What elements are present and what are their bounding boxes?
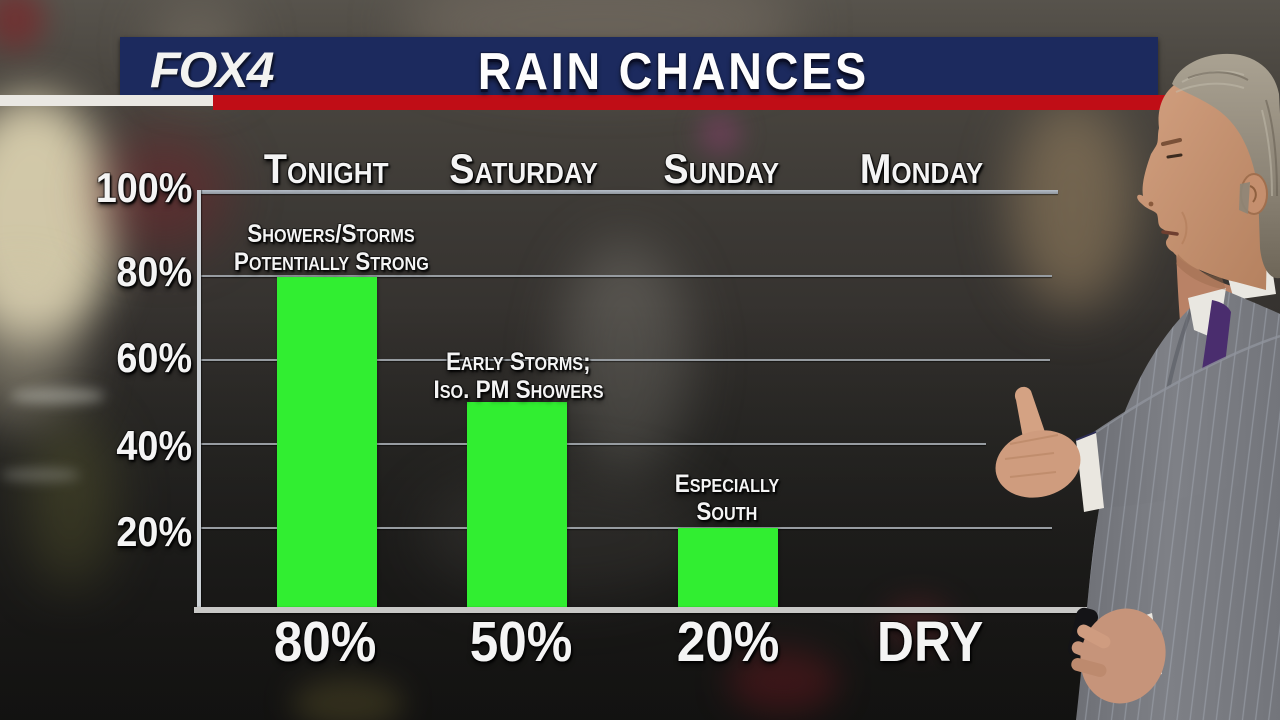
value-text: 80% [273, 610, 377, 674]
day-label-text: Tonight [263, 145, 389, 192]
day-label-text: Monday [860, 145, 984, 192]
presenter-arm [1075, 334, 1280, 512]
presenter-hand-clicker [1067, 607, 1166, 704]
annotation-line: Early Storms; [358, 348, 678, 376]
value-label-monday: DRY [810, 611, 1050, 673]
value-label-saturday: 50% [401, 611, 641, 673]
annotation-text: Showers/Storms [247, 220, 415, 248]
y-tick-label: 60% [116, 334, 192, 381]
bokeh-blob [0, 468, 80, 482]
value-text: 20% [676, 610, 780, 674]
x-axis-baseline [194, 607, 1146, 613]
gridline-60 [200, 359, 1050, 361]
gridline-100 [200, 190, 1058, 194]
annotation-line: Potentially Strong [171, 248, 491, 276]
annotation-line: Iso. PM Showers [358, 376, 678, 404]
bokeh-blob [292, 678, 404, 720]
annotation-line: Showers/Storms [171, 220, 491, 248]
value-text: DRY [876, 610, 984, 674]
y-tick-label: 80% [116, 248, 192, 295]
value-label-tonight: 80% [205, 611, 445, 673]
header-stripe-white [0, 95, 213, 106]
bokeh-blob [28, 420, 113, 590]
bokeh-blob [882, 598, 954, 648]
gridline-20 [200, 527, 1052, 529]
annotation-line: Especially [567, 470, 887, 498]
header-bar [120, 37, 1158, 95]
annotation-text: South [696, 498, 758, 526]
value-text: 50% [469, 610, 573, 674]
gridline-40 [200, 443, 986, 445]
annotation-saturday: Early Storms; Iso. PM Showers [358, 348, 678, 404]
page-title-text: RAIN CHANCES [477, 43, 869, 101]
y-axis-line [197, 190, 201, 613]
day-label-tonight: Tonight [176, 146, 476, 192]
bokeh-blob [10, 388, 105, 404]
weather-presenter [995, 53, 1280, 720]
y-tick-80: 80% [62, 250, 192, 294]
y-tick-label: 40% [116, 422, 192, 469]
y-tick-40: 40% [62, 424, 192, 468]
y-tick-60: 60% [62, 336, 192, 380]
annotation-tonight: Showers/Storms Potentially Strong [171, 220, 491, 276]
day-label-monday: Monday [772, 146, 1072, 192]
value-label-sunday: 20% [608, 611, 848, 673]
y-tick-label: 20% [116, 508, 192, 555]
annotation-sunday: Especially South [567, 470, 887, 526]
bokeh-blob [728, 650, 838, 714]
header-stripe-red [213, 95, 1168, 110]
day-label-text: Sunday [663, 145, 779, 192]
annotation-text: Early Storms; [445, 348, 591, 376]
bar-sunday [678, 528, 778, 612]
bar-tonight [277, 277, 377, 612]
fox4-logo: FOX4 [150, 42, 275, 98]
bokeh-blob [698, 112, 742, 156]
day-label-text: Saturday [448, 145, 598, 192]
day-label-saturday: Saturday [373, 146, 673, 192]
presenter-face [1137, 75, 1268, 290]
annotation-text: Especially [674, 470, 780, 498]
y-tick-20: 20% [62, 510, 192, 554]
annotation-text: Potentially Strong [233, 248, 429, 276]
annotation-text: Iso. PM Showers [432, 376, 604, 404]
day-label-sunday: Sunday [571, 146, 871, 192]
y-tick-100: 100% [62, 166, 192, 210]
page-title: RAIN CHANCES [373, 42, 973, 102]
presenter-head [1137, 53, 1280, 290]
y-tick-label: 100% [95, 164, 192, 211]
annotation-line: South [567, 498, 887, 526]
presenter-hair [1172, 53, 1280, 279]
bar-saturday [467, 402, 567, 612]
presenter-hand [995, 386, 1081, 498]
gridline-80 [200, 275, 1052, 277]
